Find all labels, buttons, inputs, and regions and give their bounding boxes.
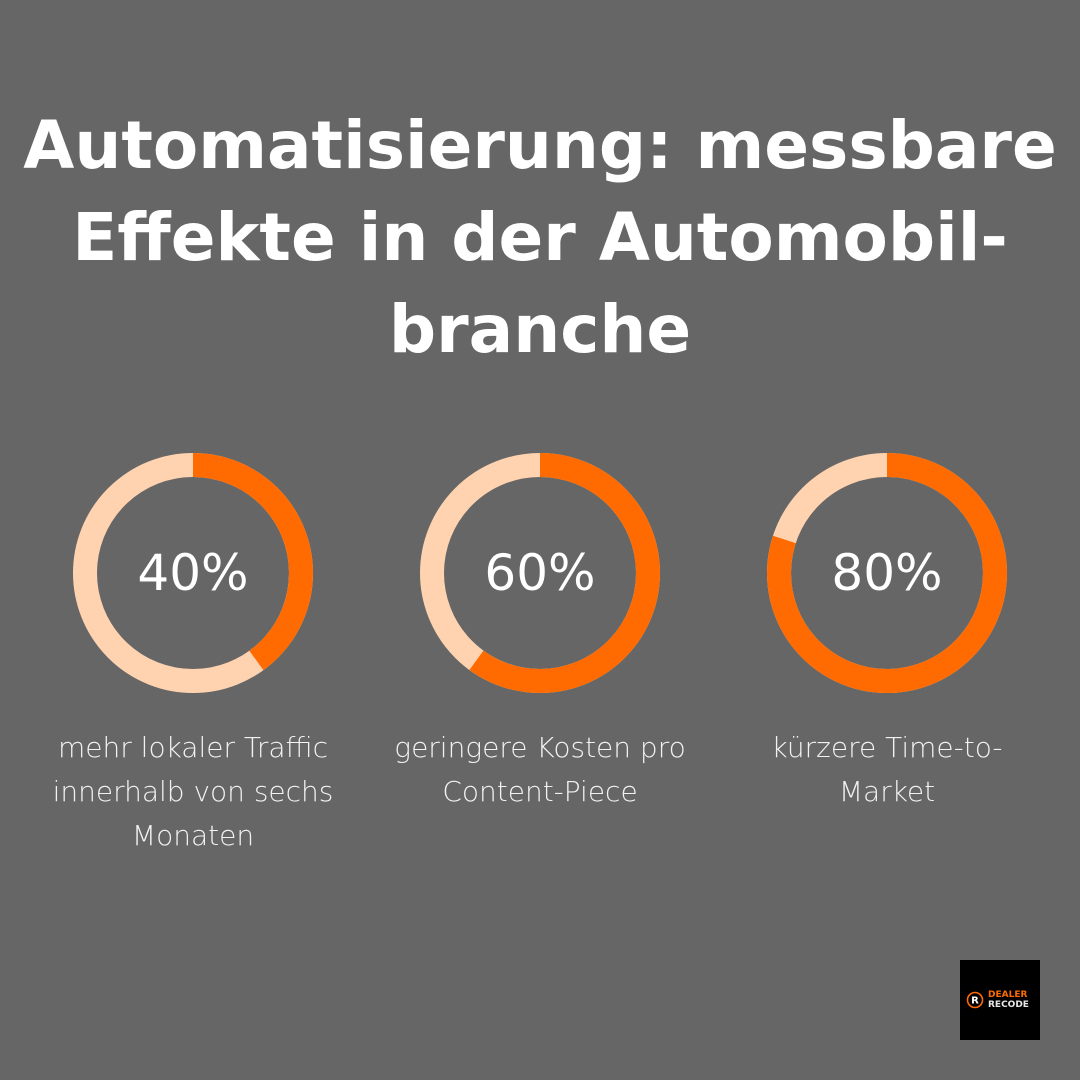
logo-text: RECODE: [988, 1000, 1029, 1010]
donut-value-segment: [420, 453, 660, 693]
donut-chart-3: 80%: [767, 453, 1007, 693]
logo-r-icon: R: [966, 991, 984, 1009]
title-line: Effekte in der Automobil-: [72, 199, 1008, 276]
donut-caption: kürzere Time-to-Market: [771, 731, 1003, 808]
donut-caption: mehr lokaler Traffic innerhalb von sechs…: [52, 731, 334, 852]
title-line: Automatisierung: messbare: [23, 107, 1057, 184]
donut-chart-1: 40%: [73, 453, 313, 693]
brand-logo: R DEALER RECODE: [960, 960, 1040, 1040]
donut-value-segment: [767, 453, 1007, 693]
title-line: branche: [388, 291, 692, 368]
donut-value-label: 40%: [137, 544, 249, 602]
donut-caption: geringere Kosten pro Content-Piece: [394, 731, 686, 808]
page-title: Automatisierung: messbare Effekte in der…: [0, 100, 1080, 376]
svg-text:R: R: [971, 996, 979, 1007]
donut-value-segment: [73, 453, 313, 693]
donut-chart-2: 60%: [420, 453, 660, 693]
donut-value-label: 80%: [831, 544, 943, 602]
logo-text: DEALER: [988, 990, 1028, 1000]
donut-value-label: 60%: [484, 544, 596, 602]
